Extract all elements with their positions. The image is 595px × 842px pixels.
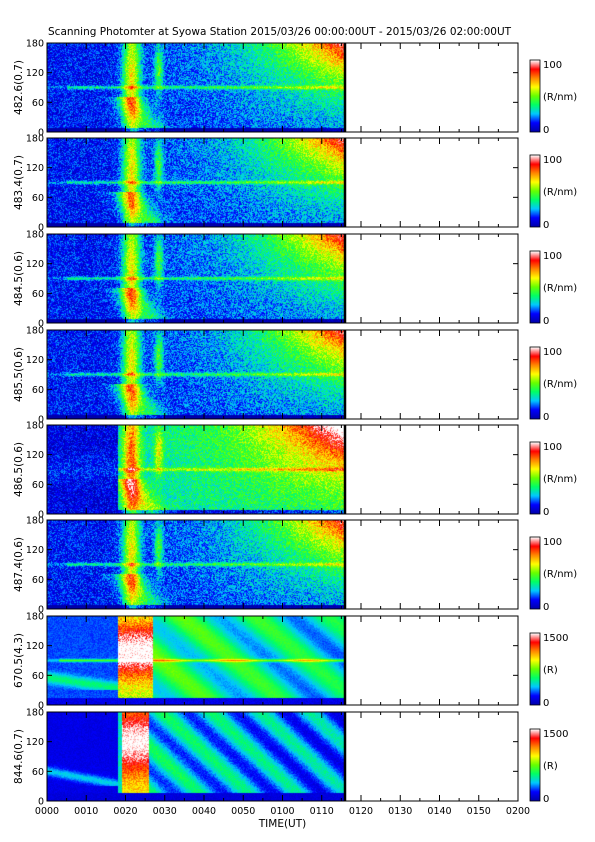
x-tick-label: 0120 xyxy=(349,806,373,817)
y-tick-label: 60 xyxy=(32,289,44,300)
y-tick-label: 60 xyxy=(32,98,44,109)
colorbar-unit-label: (R/nm) xyxy=(543,283,577,294)
x-axis-label: TIME(UT) xyxy=(258,818,307,830)
x-tick-label: 0150 xyxy=(467,806,491,817)
y-tick-label: 60 xyxy=(32,671,44,682)
x-tick-label: 0110 xyxy=(310,806,334,817)
y-tick-label: 60 xyxy=(32,480,44,491)
heatmap-image xyxy=(47,138,345,227)
y-tick-label: 120 xyxy=(26,68,44,79)
colorbar-max-label: 100 xyxy=(543,155,562,166)
y-axis-label: 484.5(0.6) xyxy=(13,251,25,306)
colorbar-unit-label: (R/nm) xyxy=(543,569,577,580)
panel-5: 0 60 120 180486.5(0.6) 100 (R/nm) 0 xyxy=(13,421,577,521)
y-tick-label: 120 xyxy=(26,259,44,270)
y-tick-label: 60 xyxy=(32,767,44,778)
y-tick-label: 120 xyxy=(26,641,44,652)
colorbar-min-label: 0 xyxy=(543,794,549,805)
y-tick-label: 180 xyxy=(26,134,44,145)
colorbar-max-label: 100 xyxy=(543,347,562,358)
y-tick-label: 120 xyxy=(26,163,44,174)
y-tick-label: 60 xyxy=(32,385,44,396)
y-tick-label: 180 xyxy=(26,708,44,719)
colorbar-max-label: 100 xyxy=(543,251,562,262)
y-tick-label: 180 xyxy=(26,230,44,241)
colorbar-min-label: 0 xyxy=(543,602,549,613)
colorbar-min-label: 0 xyxy=(543,125,549,136)
y-axis-label: 485.5(0.6) xyxy=(13,347,25,402)
colorbar-unit-label: (R/nm) xyxy=(543,474,577,485)
colorbar-unit-label: (R) xyxy=(543,761,558,772)
x-tick-label: 0020 xyxy=(113,806,137,817)
y-tick-label: 120 xyxy=(26,355,44,366)
colorbar-min-label: 0 xyxy=(543,220,549,231)
panel-7: 0 60 120 180670.5(4.3) 1500 (R) 0 xyxy=(13,612,568,712)
colorbar xyxy=(530,60,540,132)
x-tick-label: 0100 xyxy=(270,806,294,817)
y-tick-label: 60 xyxy=(32,193,44,204)
y-tick-label: 120 xyxy=(26,737,44,748)
y-axis-label: 670.5(4.3) xyxy=(13,633,25,688)
y-axis-label: 486.5(0.6) xyxy=(13,442,25,497)
x-tick-label: 0200 xyxy=(506,806,530,817)
colorbar xyxy=(530,729,540,801)
y-tick-label: 120 xyxy=(26,545,44,556)
heatmap-image xyxy=(47,425,345,514)
y-axis-label: 483.4(0.7) xyxy=(13,155,25,210)
colorbar-max-label: 1500 xyxy=(543,633,568,644)
colorbar-max-label: 1500 xyxy=(543,729,568,740)
heatmap-image xyxy=(47,712,345,801)
y-axis-label: 487.4(0.6) xyxy=(13,537,25,592)
colorbar-unit-label: (R/nm) xyxy=(543,187,577,198)
panel-8: 0 60 120 180844.6(0.7) 1500 (R) 0 xyxy=(13,708,568,808)
y-axis-label: 844.6(0.7) xyxy=(13,729,25,784)
x-tick-label: 0130 xyxy=(388,806,412,817)
y-tick-label: 180 xyxy=(26,39,44,50)
colorbar xyxy=(530,633,540,705)
y-tick-label: 180 xyxy=(26,421,44,432)
colorbar-min-label: 0 xyxy=(543,412,549,423)
colorbar-max-label: 100 xyxy=(543,537,562,548)
x-tick-label: 0140 xyxy=(427,806,451,817)
colorbar-min-label: 0 xyxy=(543,698,549,709)
y-tick-label: 120 xyxy=(26,450,44,461)
y-tick-label: 180 xyxy=(26,516,44,527)
panel-2: 060120180483.4(0.7) 100(R/nm)0 xyxy=(13,134,577,234)
x-tick-label: 0040 xyxy=(192,806,216,817)
panel-3: 0 60 120 180484.5(0.6) 100 (R/nm) 0 xyxy=(13,230,577,330)
panel-4: 0 60 120 180485.5(0.6) 100 (R/nm) 0 xyxy=(13,326,577,426)
colorbar-max-label: 100 xyxy=(543,442,562,453)
y-tick-label: 180 xyxy=(26,326,44,337)
x-tick-label: 0050 xyxy=(231,806,255,817)
colorbar xyxy=(530,347,540,419)
colorbar xyxy=(530,155,540,227)
heatmap-image xyxy=(47,616,345,705)
panel-6: 0 60 120 180487.4(0.6) 100 (R/nm) 0 xyxy=(13,516,577,616)
colorbar-max-label: 100 xyxy=(543,60,562,71)
x-tick-label: 0030 xyxy=(153,806,177,817)
y-tick-label: 60 xyxy=(32,575,44,586)
x-tick-label: 0010 xyxy=(74,806,98,817)
heatmap-image xyxy=(47,520,345,609)
colorbar-unit-label: (R/nm) xyxy=(543,379,577,390)
heatmap-image xyxy=(47,43,345,132)
colorbar-unit-label: (R/nm) xyxy=(543,92,577,103)
colorbar-min-label: 0 xyxy=(543,507,549,518)
heatmap-image xyxy=(47,234,345,323)
colorbar-min-label: 0 xyxy=(543,316,549,327)
x-tick-label: 0000 xyxy=(35,806,59,817)
colorbar xyxy=(530,537,540,609)
y-axis-label: 482.6(0.7) xyxy=(13,60,25,115)
y-tick-label: 180 xyxy=(26,612,44,623)
colorbar xyxy=(530,251,540,323)
panel-1: 0 60 120 180482.6(0.7) 100 (R/nm) 0 xyxy=(13,39,577,139)
colorbar-unit-label: (R) xyxy=(543,665,558,676)
heatmap-image xyxy=(47,330,345,419)
colorbar xyxy=(530,442,540,514)
